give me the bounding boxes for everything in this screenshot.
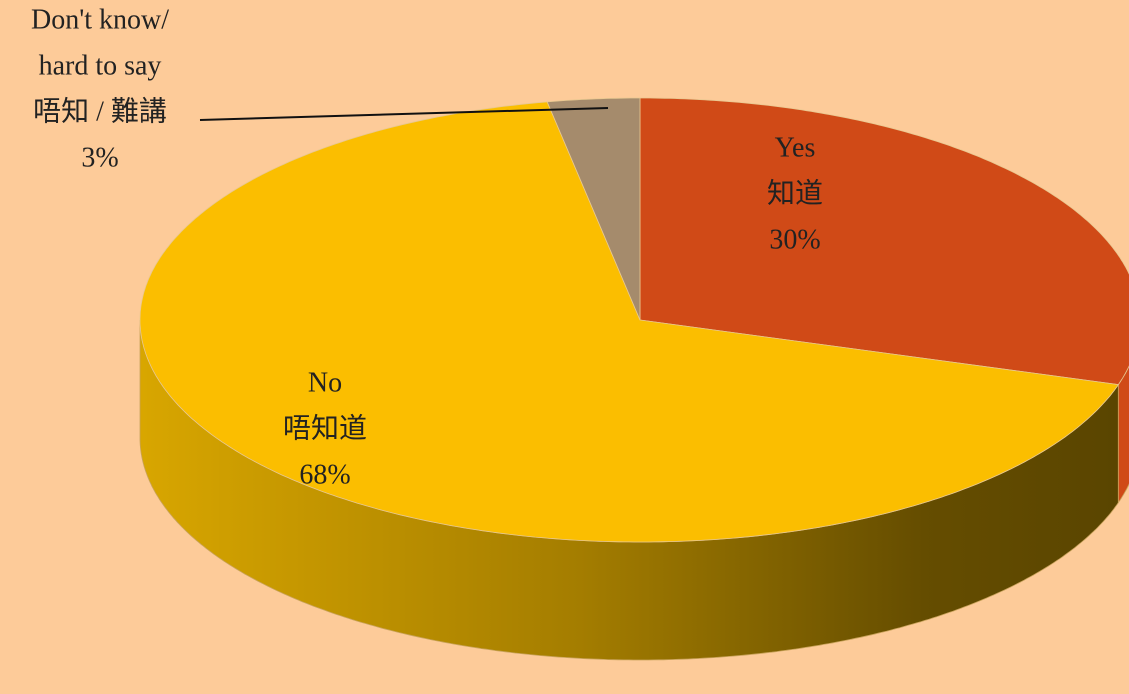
slice-label: hard to say <box>39 50 162 81</box>
slice-label: 唔知道 <box>283 412 367 444</box>
value-label: 3% <box>81 142 118 173</box>
slice-label: 唔知 / 難講 <box>33 95 167 127</box>
slice-label: Yes <box>775 132 816 163</box>
slice-label: Don't know/ <box>31 4 169 35</box>
leader-line <box>199 107 609 121</box>
slice <box>546 97 641 321</box>
value-label: 30% <box>769 224 820 255</box>
slice-label: No <box>308 367 342 398</box>
value-label: 68% <box>299 459 350 490</box>
slice-label: 知道 <box>767 177 823 209</box>
slice <box>139 101 1119 543</box>
slice <box>639 97 1129 386</box>
